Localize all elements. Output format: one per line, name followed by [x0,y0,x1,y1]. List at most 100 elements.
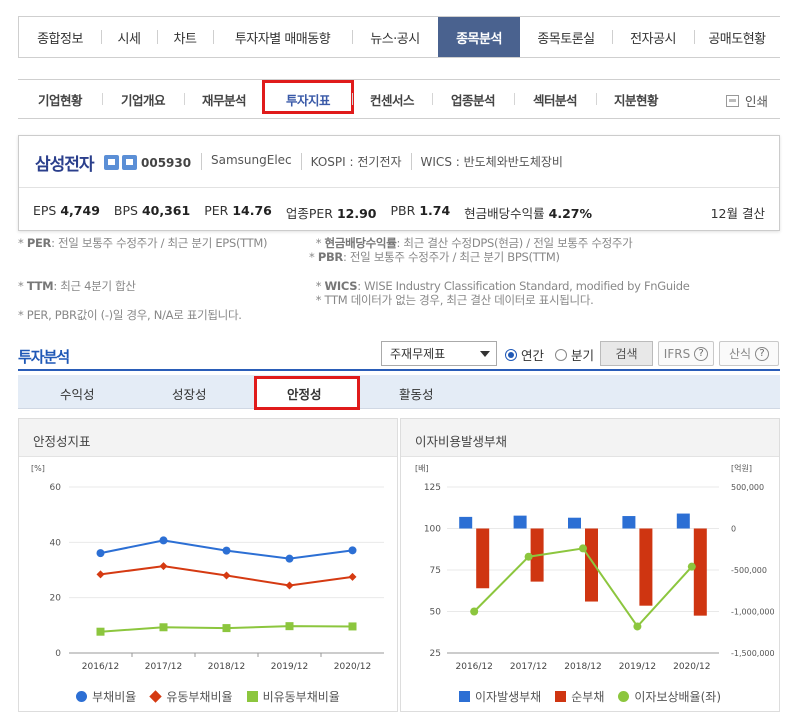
note-wics: * WICS: WISE Industry Classification Sta… [309,279,690,293]
legend-item-0[interactable]: 부채비율 [76,688,136,705]
legend-label: 유동부채비율 [166,690,233,704]
section-underline [18,369,780,371]
radio-annual-label: 연간 [521,348,545,363]
series-line-2 [473,547,693,629]
metric-per: PER 14.76 [204,203,272,218]
legend-item-1[interactable]: 유동부채비율 [149,688,233,705]
left-axis-unit: [배] [415,464,429,473]
legend-label: 순부채 [571,690,605,704]
y-tick-label: 60 [50,483,62,493]
bar-0 [676,513,690,529]
x-tick-label: 2016/12 [82,662,119,672]
top-nav-item-price[interactable]: 시세 [101,17,157,57]
home-icon[interactable] [104,155,119,170]
metric-eps: EPS 4,749 [33,203,100,218]
data-point [96,549,105,558]
top-nav-item-short-selling[interactable]: 공매도현황 [694,17,780,57]
interest-debt-chart-plot: [배] [억원] 25 50 75 100 125 -1,500,000 -1,000,000 -… [415,463,775,672]
x-tick-label: 2018/12 [208,662,245,672]
tab-selected-frame [254,376,360,410]
question-icon: ? [755,346,770,361]
legend-item-2[interactable]: 이자보상배율(좌) [618,688,721,705]
bar-0 [513,515,527,529]
top-nav-item-discussion[interactable]: 종목토론실 [537,31,595,47]
sub-nav-item-sector-analysis[interactable]: 섹터분석 [514,80,596,118]
top-nav: 종합정보 시세 차트 투자자별 매매동향 뉴스·공시 종목분석 종목토론실 전자… [18,16,780,58]
data-point [96,570,105,579]
data-point [348,572,357,581]
legend-item-0[interactable]: 이자발생부채 [458,688,541,705]
section-title: 투자분석 [18,348,70,366]
chart-legend: 부채비율 유동부채비율 비유동부채비율 [19,688,397,705]
financial-statement-select[interactable]: 주재무제표 [381,341,497,366]
sub-nav: 기업현황 기업개요 재무분석 투자지표 컨센서스 업종분석 섹터분석 지분현황 … [18,79,780,119]
search-button[interactable]: 검색 [600,341,653,366]
stability-chart-plot: [%] 0 20 40 60 2016/12 2017/12 2018/12 2019/12 20… [31,464,384,672]
legend-item-2[interactable]: 비유동부채비율 [246,688,340,705]
data-point [348,622,357,631]
data-point [285,554,294,563]
y-tick-label: 20 [50,594,62,604]
radio-annual[interactable]: 연간 [505,345,544,364]
data-point [687,562,696,571]
tab-activity[interactable]: 활동성 [399,387,434,402]
data-point [348,546,357,555]
formula-button[interactable]: 산식? [719,341,779,366]
left-tick-label: 125 [424,483,441,493]
print-label: 인쇄 [744,94,768,109]
analysis-tabs [18,375,780,409]
sub-nav-item-investment-indicators[interactable]: 투자지표 [262,80,354,118]
top-nav-item-news[interactable]: 뉴스·공시 [352,17,438,57]
legend-item-1[interactable]: 순부채 [555,688,604,705]
interest-debt-chart: 이자비용발생부채 [배] [억원] 25 50 75 100 125 -1,500,000 -1… [400,418,780,712]
top-nav-item-investor-trading[interactable]: 투자자별 매매동향 [213,17,352,57]
printer-icon [725,94,739,107]
top-nav-item-chart[interactable]: 차트 [157,17,213,57]
sub-nav-item-industry-analysis[interactable]: 업종분석 [432,80,514,118]
data-point [524,552,533,561]
x-tick-label: 2016/12 [456,662,493,672]
note-ttm: * TTM: 최근 4분기 합산 [18,279,136,293]
question-icon: ? [694,346,709,361]
ifrs-button[interactable]: IFRS? [658,341,714,366]
print-button[interactable]: 인쇄 [725,91,768,110]
metric-pbr: PBR 1.74 [390,203,451,218]
legend-label: 부채비율 [92,690,137,704]
chevron-down-icon [480,350,490,357]
data-point [159,623,168,632]
data-point [633,622,642,631]
note-dividend: * 현금배당수익률: 최근 결산 수정DPS(현금) / 전일 보통주 수정주가 [309,236,633,250]
radio-unselected-icon [555,348,567,361]
top-nav-item-stock-analysis[interactable]: 종목분석 [438,17,520,57]
x-tick-label: 2017/12 [145,662,182,672]
right-tick-label: -500,000 [731,566,767,575]
sub-nav-item-company-profile[interactable]: 기업개요 [102,80,184,118]
metrics-row: EPS 4,749 BPS 40,361 PER 14.76 업종PER 12.… [33,203,606,222]
bar-1 [476,528,490,589]
ifrs-label: IFRS [663,346,691,361]
sub-nav-item-financial-analysis[interactable]: 재무분석 [184,80,264,118]
sub-nav-item-company-status[interactable]: 기업현황 [37,92,83,108]
left-tick-label: 25 [430,649,441,659]
stock-code: 005930 [141,156,192,170]
sub-nav-item-shareholding[interactable]: 지분현황 [596,80,676,118]
tab-profitability[interactable]: 수익성 [60,387,95,402]
sub-nav-item-consensus[interactable]: 컨센서스 [352,80,432,118]
company-eng-name: SamsungElec [201,153,301,170]
radio-quarter[interactable]: 분기 [555,345,594,364]
legend-marker-icon [246,691,258,702]
market-sector: KOSPI : 전기전자 [300,153,411,170]
top-nav-item-overview[interactable]: 종합정보 [37,31,83,47]
bar-0 [459,516,473,529]
bar-1 [639,528,653,606]
select-value: 주재무제표 [390,347,446,361]
ir-icon[interactable] [122,155,137,170]
radio-selected-icon [505,348,517,361]
tab-stability[interactable]: 안정성 [287,387,322,402]
bar-0 [622,516,636,529]
chart-title: 이자비용발생부채 [401,419,779,457]
legend-marker-icon [618,691,630,702]
left-tick-label: 50 [430,608,442,618]
tab-growth[interactable]: 성장성 [172,387,207,402]
top-nav-item-disclosure[interactable]: 전자공시 [612,17,694,57]
